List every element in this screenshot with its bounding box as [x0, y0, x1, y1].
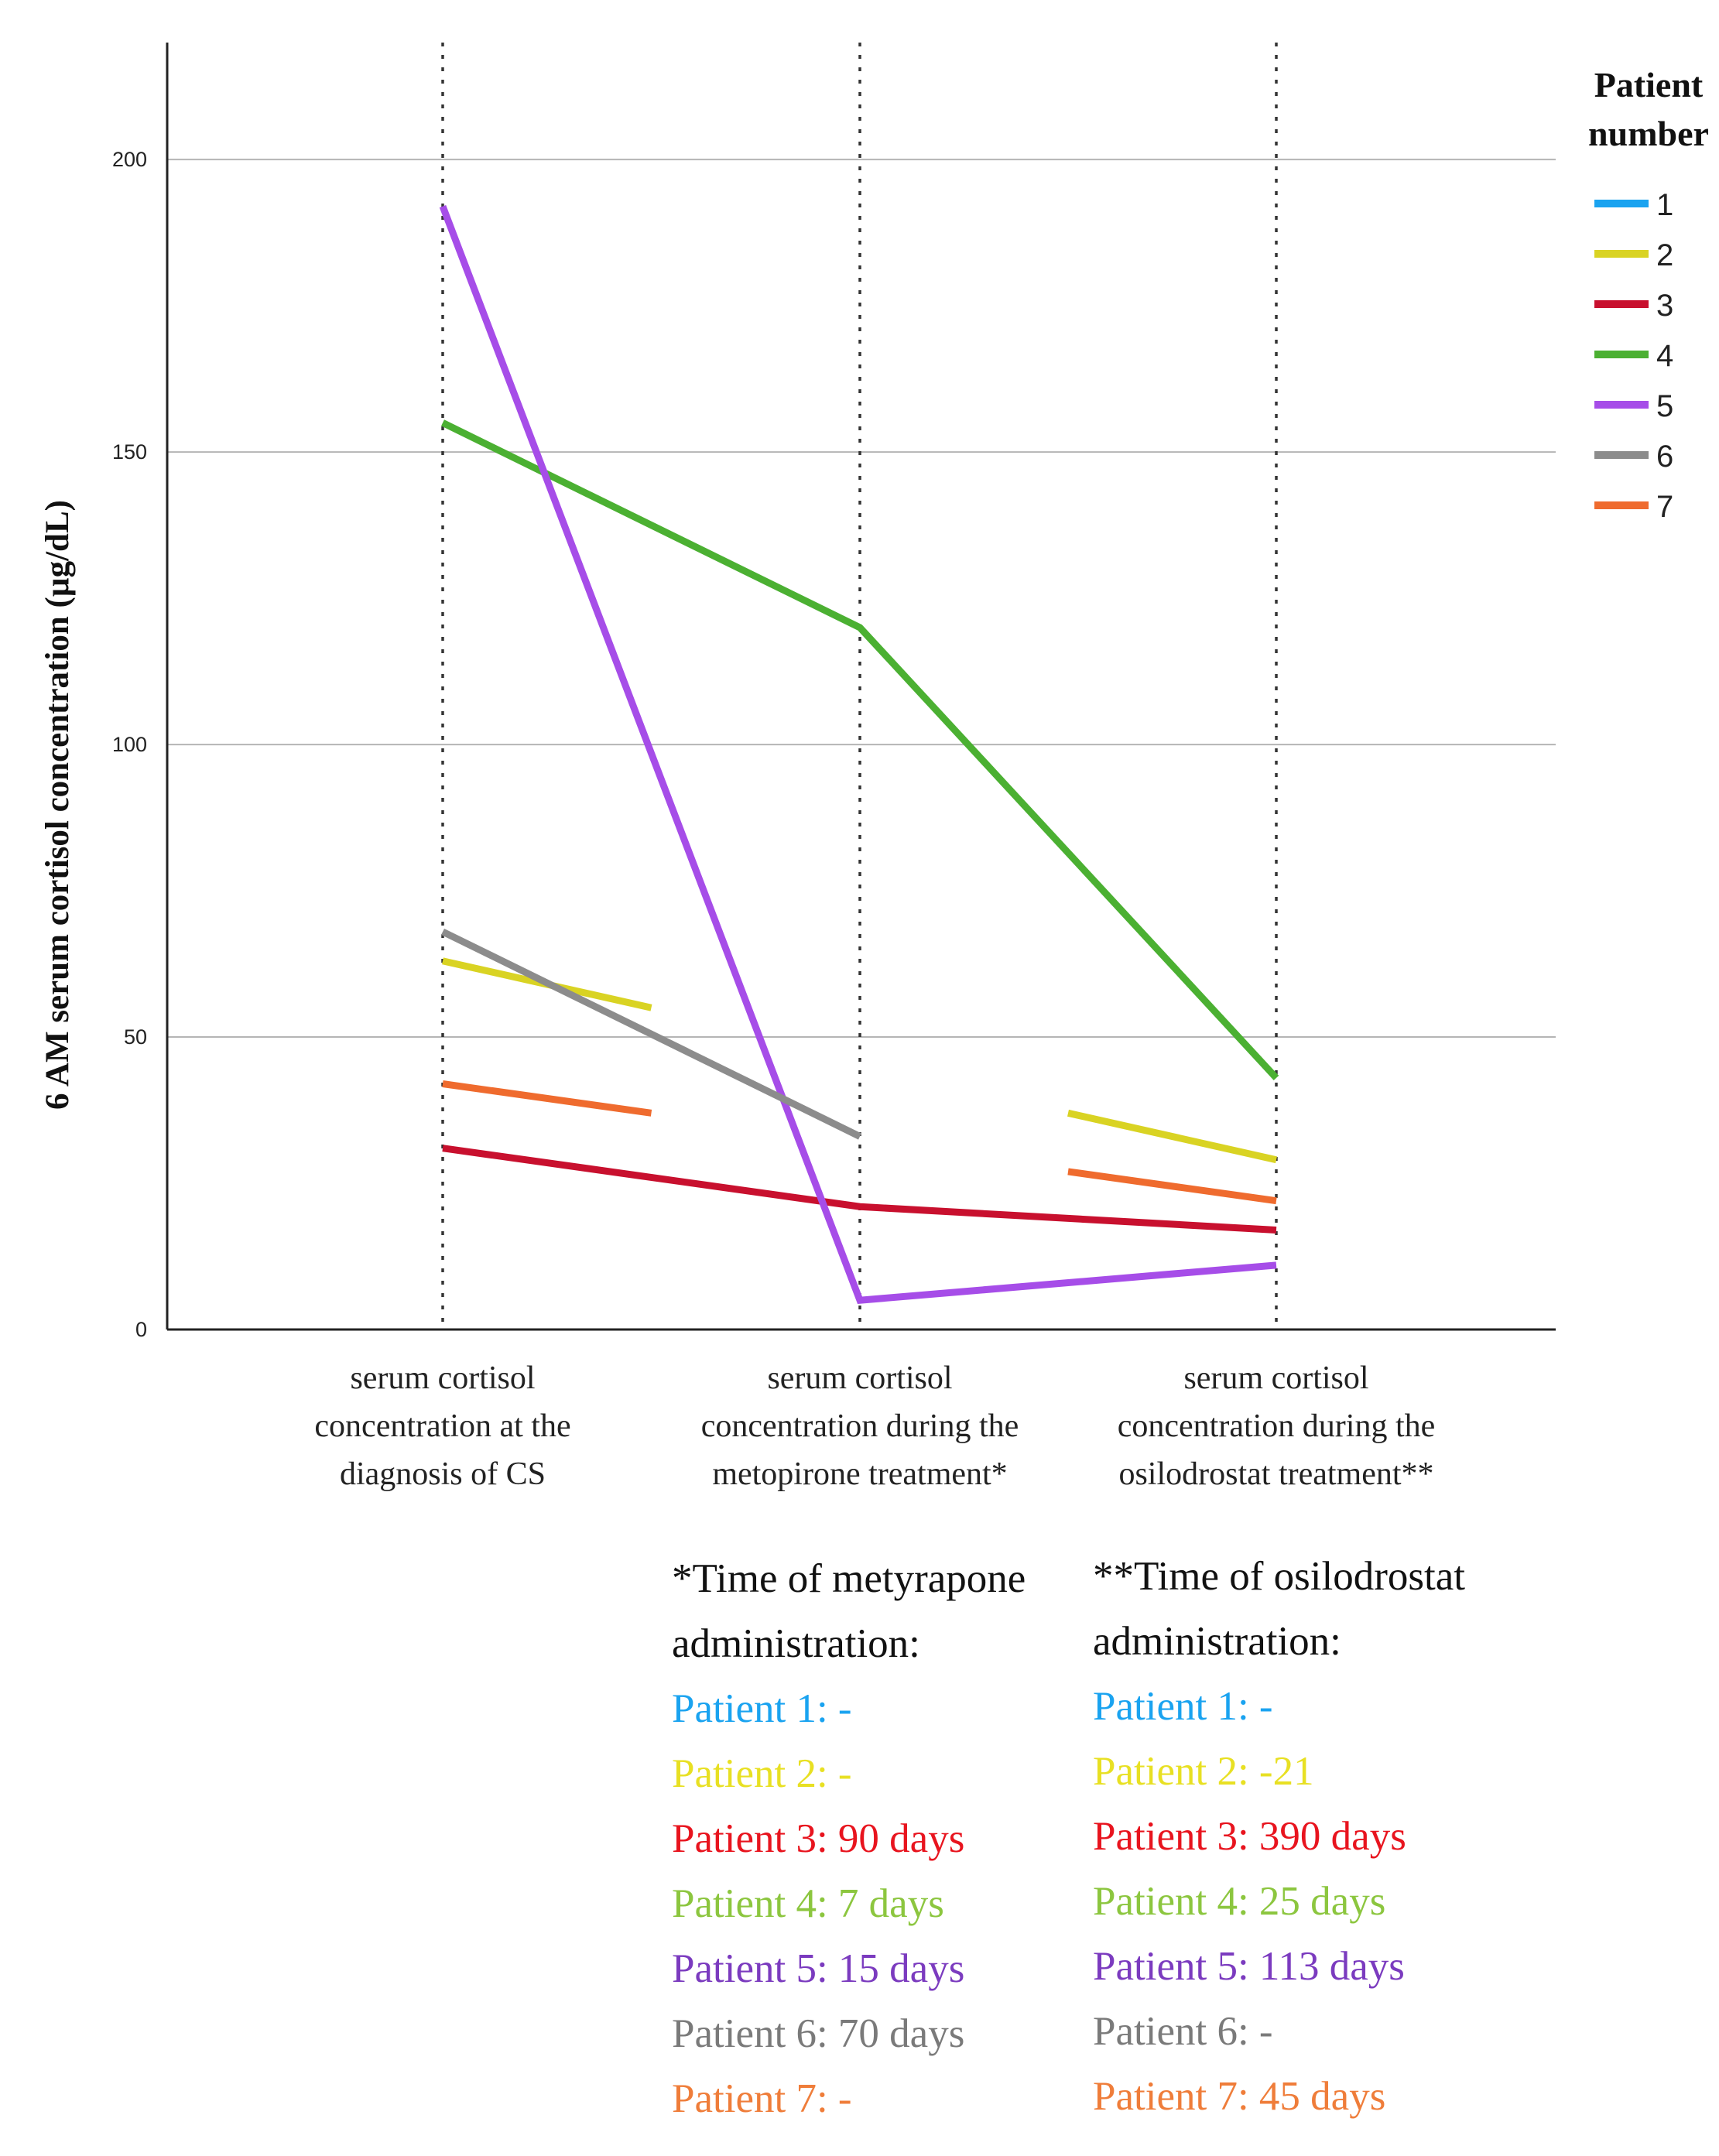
metyrapone-item: Patient 4: 7 days [672, 1881, 944, 1926]
y-tick-label-50: 50 [124, 1025, 147, 1049]
series-lines [439, 205, 1279, 1304]
osilodrostat-item: Patient 5: 113 days [1093, 1944, 1405, 1989]
osilodrostat-item: Patient 1: - [1093, 1684, 1273, 1729]
metyrapone-heading-line1: *Time of metyrapone [672, 1556, 1026, 1601]
metyrapone-item: Patient 6: 70 days [672, 2011, 965, 2056]
y-tick-label-100: 100 [112, 733, 147, 756]
legend-label-1: 1 [1656, 188, 1673, 222]
osilodrostat-item: Patient 3: 390 days [1093, 1814, 1406, 1859]
x-category-label-1-line-3: diagnosis of CS [340, 1456, 546, 1492]
y-axis-title: 6 AM serum cortisol concentration (µg/dL… [39, 500, 76, 1110]
y-tick-label-0: 0 [135, 1318, 147, 1341]
x-category-label-2-line-2: concentration during the [701, 1408, 1019, 1444]
series-3-line-1 [442, 1145, 1277, 1234]
legend-label-4: 4 [1656, 339, 1673, 373]
legend-label-7: 7 [1656, 490, 1673, 524]
osilodrostat-item: Patient 6: - [1093, 2009, 1273, 2054]
metyrapone-item: Patient 7: - [672, 2076, 852, 2121]
x-category-label-3-line-2: concentration during the [1118, 1408, 1436, 1444]
metyrapone-item: Patient 1: - [672, 1686, 852, 1731]
x-category-label-1-line-2: concentration at the [314, 1408, 570, 1444]
legend-title-line2: number [1588, 114, 1709, 153]
x-category-label-3-line-3: osilodrostat treatment** [1118, 1456, 1433, 1492]
osilodrostat-item: Patient 2: -21 [1093, 1749, 1314, 1794]
osilodrostat-item: Patient 4: 25 days [1093, 1879, 1386, 1924]
metyrapone-item: Patient 2: - [672, 1751, 852, 1796]
series-4-line-1 [441, 419, 1279, 1081]
series-2-line-2 [1067, 1109, 1277, 1164]
osilodrostat-heading-line2: administration: [1093, 1619, 1341, 1664]
y-tick-label-150: 150 [112, 440, 147, 464]
metyrapone-item: Patient 5: 15 days [672, 1946, 965, 1991]
series-7-line-2 [1067, 1168, 1277, 1205]
series-6-line-1 [441, 928, 861, 1140]
osilodrostat-notes: **Time of osilodrostat administration: P… [1093, 1544, 1526, 2129]
series-5-line-1 [439, 205, 1277, 1304]
osilodrostat-item: Patient 7: 45 days [1093, 2074, 1386, 2119]
legend-label-2: 2 [1656, 238, 1673, 272]
x-category-label-3-line-1: serum cortisol [1183, 1360, 1368, 1396]
x-category-label-1-line-1: serum cortisol [350, 1360, 535, 1396]
x-category-label-2-line-1: serum cortisol [767, 1360, 952, 1396]
metyrapone-item: Patient 3: 90 days [672, 1816, 965, 1861]
metyrapone-heading-line2: administration: [672, 1621, 920, 1666]
legend-label-3: 3 [1656, 289, 1673, 323]
x-category-labels: serum cortisol concentration at the diagno… [314, 1360, 1435, 1492]
y-tick-labels: 0 50 100 150 200 [112, 148, 147, 1341]
axes [166, 43, 1556, 1331]
legend: Patient number 1 2 3 4 5 6 7 [1588, 65, 1709, 524]
y-tick-label-200: 200 [112, 148, 147, 171]
legend-label-6: 6 [1656, 440, 1673, 474]
legend-title-line1: Patient [1594, 65, 1704, 104]
legend-label-5: 5 [1656, 389, 1673, 423]
osilodrostat-heading-line1: **Time of osilodrostat [1093, 1554, 1465, 1599]
metyrapone-notes: *Time of metyrapone administration: Pati… [672, 1546, 1105, 2131]
x-category-label-2-line-3: metopirone treatment* [712, 1456, 1007, 1492]
series-7-line-1 [442, 1080, 652, 1117]
grid-lines [167, 159, 1556, 1039]
